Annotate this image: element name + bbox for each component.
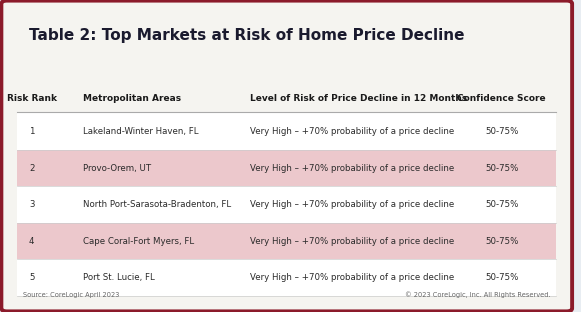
Text: 1: 1	[29, 127, 34, 136]
Text: Port St. Lucie, FL: Port St. Lucie, FL	[83, 273, 155, 282]
Text: 50-75%: 50-75%	[485, 163, 518, 173]
Text: © 2023 CoreLogic, Inc. All Rights Reserved.: © 2023 CoreLogic, Inc. All Rights Reserv…	[405, 291, 550, 298]
Bar	[17, 186, 556, 223]
Text: Confidence Score: Confidence Score	[457, 94, 546, 103]
Text: Very High – +70% probability of a price decline: Very High – +70% probability of a price …	[249, 163, 454, 173]
Text: 3: 3	[29, 200, 34, 209]
Text: 4: 4	[29, 236, 34, 246]
Text: Level of Risk of Price Decline in 12 Months: Level of Risk of Price Decline in 12 Mon…	[249, 94, 467, 103]
FancyBboxPatch shape	[1, 1, 572, 311]
Text: 50-75%: 50-75%	[485, 273, 518, 282]
Text: 5: 5	[29, 273, 34, 282]
Bar	[17, 113, 556, 150]
Text: North Port-Sarasota-Bradenton, FL: North Port-Sarasota-Bradenton, FL	[83, 200, 231, 209]
Bar	[17, 150, 556, 186]
Text: 50-75%: 50-75%	[485, 200, 518, 209]
Text: Very High – +70% probability of a price decline: Very High – +70% probability of a price …	[249, 273, 454, 282]
Text: Very High – +70% probability of a price decline: Very High – +70% probability of a price …	[249, 236, 454, 246]
Text: Table 2: Top Markets at Risk of Home Price Decline: Table 2: Top Markets at Risk of Home Pri…	[29, 28, 464, 43]
Text: Cape Coral-Fort Myers, FL: Cape Coral-Fort Myers, FL	[83, 236, 195, 246]
Text: 50-75%: 50-75%	[485, 236, 518, 246]
Text: Source: CoreLogic April 2023: Source: CoreLogic April 2023	[23, 292, 120, 298]
Text: 50-75%: 50-75%	[485, 127, 518, 136]
Text: Metropolitan Areas: Metropolitan Areas	[83, 94, 181, 103]
Text: Risk Rank: Risk Rank	[7, 94, 57, 103]
Text: 2: 2	[29, 163, 34, 173]
Text: Lakeland-Winter Haven, FL: Lakeland-Winter Haven, FL	[83, 127, 199, 136]
Text: Provo-Orem, UT: Provo-Orem, UT	[83, 163, 152, 173]
Bar	[17, 223, 556, 259]
Bar	[17, 259, 556, 296]
Text: Very High – +70% probability of a price decline: Very High – +70% probability of a price …	[249, 127, 454, 136]
Text: Very High – +70% probability of a price decline: Very High – +70% probability of a price …	[249, 200, 454, 209]
